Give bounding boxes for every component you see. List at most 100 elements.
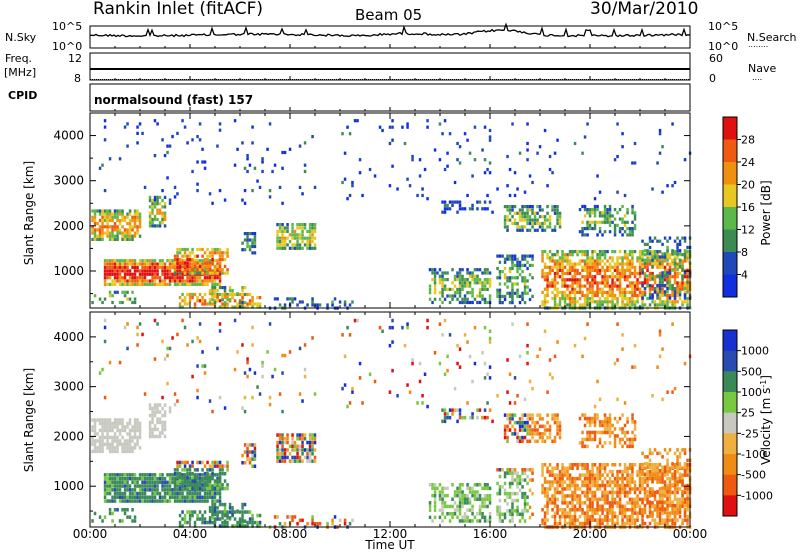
power-cell (248, 238, 252, 242)
power-cell (676, 249, 679, 253)
power-cell (161, 138, 164, 142)
power-cell (428, 287, 432, 291)
power-cell (173, 258, 177, 262)
power-cell (596, 204, 599, 209)
power-cell (603, 275, 607, 279)
velocity-cell (431, 486, 434, 491)
power-cell (218, 299, 222, 303)
power-cell (616, 271, 619, 276)
power-cell (181, 268, 184, 272)
power-cell (106, 212, 109, 216)
power-cell (123, 228, 127, 232)
velocity-cell (183, 473, 187, 477)
power-cell (291, 236, 294, 240)
velocity-cell (536, 432, 539, 436)
power-cell (181, 299, 184, 303)
power-cell (281, 201, 284, 205)
velocity-cell (218, 460, 222, 465)
power-cell (186, 264, 189, 268)
power-cell (153, 265, 157, 270)
power-cell (638, 293, 642, 298)
power-cell (456, 271, 459, 275)
power-cell (601, 253, 604, 257)
velocity-cell (118, 418, 122, 422)
velocity-cell (548, 469, 552, 474)
power-cell (621, 268, 624, 272)
velocity-cell (566, 504, 569, 509)
velocity-cell (148, 473, 152, 477)
velocity-cell (196, 475, 199, 480)
velocity-cell (466, 515, 469, 520)
power-cell (556, 262, 559, 266)
velocity-cell (208, 509, 212, 513)
velocity-cell (116, 421, 119, 426)
power-cell (276, 236, 279, 240)
power-cell (151, 279, 154, 283)
power-cell (563, 253, 567, 257)
velocity-cell (661, 508, 664, 512)
power-cell (468, 271, 472, 275)
power-cell (108, 272, 112, 276)
velocity-cell (208, 464, 212, 468)
velocity-cell (673, 497, 677, 502)
power-cell (596, 220, 599, 224)
power-cell (223, 264, 227, 268)
power-cell (101, 215, 104, 219)
velocity-cell (508, 512, 512, 517)
velocity-cell (108, 508, 112, 512)
power-cell (648, 256, 652, 260)
power-cell (168, 259, 172, 263)
velocity-cell (221, 471, 224, 476)
velocity-cell (561, 514, 564, 519)
velocity-cell (146, 488, 149, 492)
velocity-cell (116, 418, 119, 422)
power-cell (288, 246, 292, 250)
velocity-cell (211, 499, 214, 503)
velocity-cell (673, 494, 677, 498)
power-cell (196, 276, 199, 280)
velocity-cell (686, 514, 689, 519)
velocity-cell (466, 483, 469, 487)
velocity-cell (181, 480, 184, 485)
power-cell (463, 297, 467, 301)
velocity-cell (641, 497, 644, 502)
velocity-cell (681, 497, 684, 502)
velocity-cell (541, 463, 544, 467)
power-cell (203, 265, 207, 270)
velocity-cell (156, 491, 159, 496)
power-cell (673, 303, 677, 307)
velocity-cell (186, 475, 189, 480)
power-cell (153, 259, 157, 263)
velocity-cell (658, 473, 662, 477)
velocity-cell (521, 478, 524, 482)
power-cell (676, 236, 679, 240)
velocity-cell (308, 448, 312, 452)
velocity-cell (548, 432, 552, 436)
power-cell (211, 261, 214, 265)
velocity-cell (571, 476, 574, 481)
power-cell (518, 263, 522, 267)
velocity-cell (588, 514, 592, 519)
velocity-cell (276, 455, 279, 460)
power-cell (631, 253, 634, 257)
velocity-cell (566, 511, 569, 515)
velocity-cell (576, 476, 579, 481)
power-cell (548, 259, 552, 263)
velocity-cell (638, 511, 642, 515)
power-cell (228, 292, 232, 297)
velocity-cell (443, 415, 447, 420)
velocity-cell (93, 421, 97, 426)
power-cell (596, 253, 599, 257)
power-cell (453, 200, 457, 204)
power-cell (233, 305, 237, 309)
velocity-cell (451, 512, 454, 516)
velocity-cell (298, 433, 302, 437)
velocity-cell (133, 495, 137, 500)
power-cell (458, 291, 462, 295)
power-cell (461, 268, 464, 272)
power-cell (446, 207, 449, 211)
power-cell (176, 247, 179, 252)
power-cell (218, 122, 222, 126)
power-cell (588, 290, 592, 294)
power-cell (643, 271, 647, 276)
